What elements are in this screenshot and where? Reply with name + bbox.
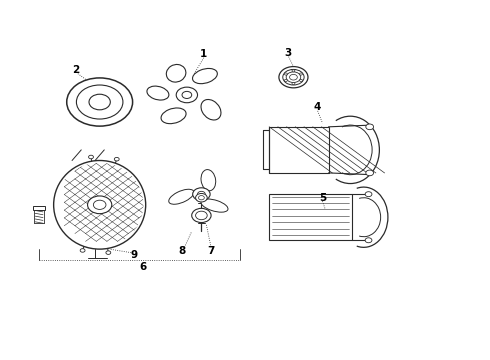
Circle shape	[366, 124, 373, 130]
Circle shape	[67, 78, 133, 126]
Circle shape	[284, 73, 287, 75]
Circle shape	[89, 94, 110, 110]
Ellipse shape	[169, 189, 194, 204]
Circle shape	[366, 170, 373, 176]
Circle shape	[197, 192, 205, 197]
Circle shape	[365, 238, 372, 243]
Circle shape	[292, 70, 295, 72]
Circle shape	[283, 69, 304, 85]
Circle shape	[76, 85, 123, 119]
Circle shape	[286, 72, 301, 82]
Circle shape	[80, 249, 85, 252]
Circle shape	[176, 87, 197, 103]
Circle shape	[299, 79, 302, 81]
Ellipse shape	[166, 64, 186, 82]
Ellipse shape	[201, 170, 216, 191]
Ellipse shape	[201, 199, 228, 212]
Ellipse shape	[147, 86, 169, 100]
Circle shape	[114, 157, 119, 161]
Circle shape	[279, 67, 308, 88]
Ellipse shape	[53, 161, 146, 249]
Circle shape	[198, 195, 204, 200]
Circle shape	[182, 91, 192, 99]
Circle shape	[299, 73, 302, 75]
Circle shape	[292, 82, 295, 85]
Circle shape	[196, 211, 207, 220]
Bar	[269, 194, 352, 240]
Circle shape	[106, 251, 111, 255]
Text: 1: 1	[200, 49, 207, 59]
Circle shape	[89, 155, 94, 159]
Text: 2: 2	[72, 65, 79, 75]
Bar	[33, 206, 46, 211]
Ellipse shape	[201, 99, 221, 120]
Text: 5: 5	[319, 193, 326, 203]
Text: 6: 6	[140, 262, 147, 272]
Circle shape	[193, 188, 210, 201]
Circle shape	[284, 79, 287, 81]
Circle shape	[365, 192, 372, 197]
Bar	[269, 127, 328, 173]
Text: 4: 4	[314, 102, 321, 112]
Circle shape	[192, 208, 211, 222]
Text: 8: 8	[178, 246, 186, 256]
Text: 3: 3	[284, 48, 291, 58]
Circle shape	[290, 75, 297, 80]
Circle shape	[94, 200, 106, 210]
Text: 7: 7	[207, 246, 215, 256]
Circle shape	[196, 193, 207, 202]
Circle shape	[88, 196, 112, 214]
Text: 9: 9	[130, 250, 137, 260]
Ellipse shape	[161, 108, 186, 123]
Ellipse shape	[193, 68, 218, 84]
